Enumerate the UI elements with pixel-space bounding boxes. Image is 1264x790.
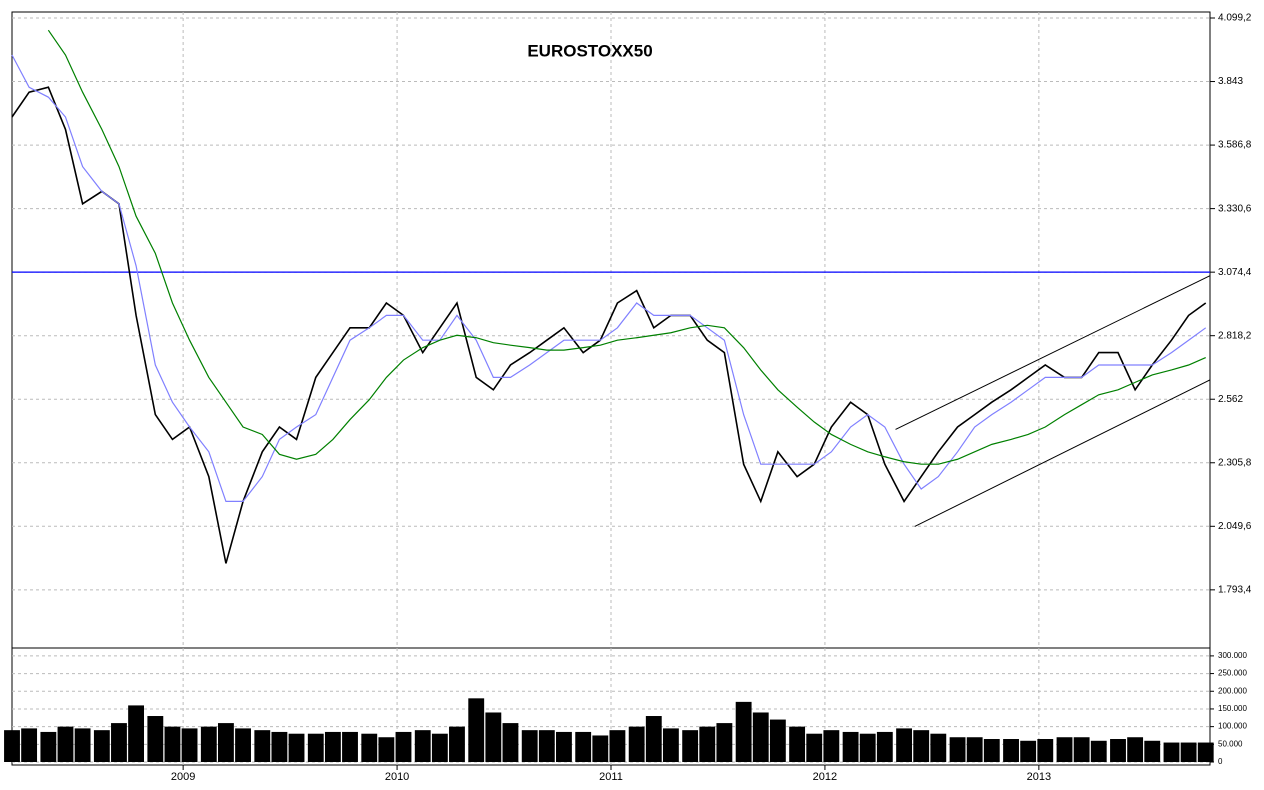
volume-bar xyxy=(1180,742,1197,762)
volume-bar xyxy=(789,726,806,762)
volume-bar xyxy=(699,726,716,762)
volume-bar xyxy=(1197,742,1214,762)
price-line xyxy=(11,86,1207,564)
y2-tick-label: 0 xyxy=(1218,757,1223,766)
volume-bar xyxy=(181,728,198,762)
volume-bar xyxy=(538,730,555,762)
volume-bar xyxy=(876,731,893,762)
y-tick-label: 2.562 xyxy=(1218,394,1243,405)
volume-bar xyxy=(556,731,572,762)
volume-bar xyxy=(716,723,733,762)
volume-bar xyxy=(823,730,840,762)
volume-bar xyxy=(288,733,305,762)
trend-line xyxy=(914,379,1211,527)
y-tick-label: 3.586,8 xyxy=(1218,140,1252,151)
volume-bar xyxy=(682,730,699,762)
volume-bar xyxy=(575,731,592,762)
volume-bar xyxy=(254,730,271,762)
volume-bar xyxy=(468,698,485,762)
volume-bar xyxy=(1127,737,1144,762)
volume-bar xyxy=(806,733,823,762)
x-tick-label: 2013 xyxy=(1027,771,1051,783)
y2-tick-label: 200.000 xyxy=(1218,686,1247,695)
y-tick-label: 4.099,2 xyxy=(1218,13,1252,24)
volume-bar xyxy=(200,726,217,762)
volume-bar xyxy=(521,730,538,762)
volume-bar xyxy=(431,733,448,762)
y-tick-label: 2.818,2 xyxy=(1218,330,1252,341)
volume-bar xyxy=(395,731,412,762)
volume-bar xyxy=(378,737,395,762)
volume-bar xyxy=(913,730,930,762)
volume-bar xyxy=(1037,739,1054,762)
volume-bar xyxy=(342,731,358,762)
volume-bar xyxy=(592,735,609,762)
volume-bar xyxy=(930,733,947,762)
x-tick-label: 2010 xyxy=(385,771,409,783)
volume-bar xyxy=(662,728,679,762)
volume-bar xyxy=(40,731,57,762)
volume-bar xyxy=(21,728,38,762)
volume-bar xyxy=(842,731,859,762)
volume-bar xyxy=(752,712,769,762)
volume-bar xyxy=(485,712,502,762)
volume-bar xyxy=(896,728,913,762)
y-tick-label: 2.049,6 xyxy=(1218,521,1252,532)
volume-bar xyxy=(1003,739,1019,762)
trend-line xyxy=(895,275,1211,430)
price-line xyxy=(47,29,1206,465)
y-tick-label: 3.330,6 xyxy=(1218,203,1252,214)
volume-bar xyxy=(164,726,181,762)
volume-bar xyxy=(1163,742,1180,762)
y2-tick-label: 300.000 xyxy=(1218,651,1247,660)
volume-bar xyxy=(966,737,983,762)
volume-bar xyxy=(449,726,465,762)
y-tick-label: 3.843 xyxy=(1218,76,1243,87)
x-tick-label: 2012 xyxy=(813,771,837,783)
volume-bar xyxy=(502,723,519,762)
volume-bar xyxy=(324,731,341,762)
volume-bar xyxy=(111,723,127,762)
volume-bar xyxy=(1110,739,1126,762)
chart-title: EUROSTOXX50 xyxy=(527,41,652,60)
y-tick-label: 1.793,4 xyxy=(1218,584,1252,595)
volume-bar xyxy=(147,716,164,762)
volume-bar xyxy=(1090,740,1107,762)
volume-bar xyxy=(983,739,1000,762)
volume-bar xyxy=(414,730,431,762)
volume-bar xyxy=(735,701,752,762)
y2-tick-label: 100.000 xyxy=(1218,722,1247,731)
x-tick-label: 2009 xyxy=(171,771,195,783)
volume-bar xyxy=(57,726,74,762)
volume-bar xyxy=(949,737,966,762)
volume-bar xyxy=(93,730,110,762)
y2-tick-label: 150.000 xyxy=(1218,704,1247,713)
volume-bar xyxy=(1056,737,1073,762)
x-tick-label: 2011 xyxy=(599,771,623,783)
y-tick-label: 2.305,8 xyxy=(1218,457,1252,468)
volume-bar xyxy=(4,730,20,762)
price-line xyxy=(11,54,1207,503)
volume-bar xyxy=(769,719,786,762)
volume-bar xyxy=(128,705,145,762)
volume-bar xyxy=(74,728,91,762)
volume-bar xyxy=(1144,740,1161,762)
volume-bar xyxy=(645,716,662,762)
y-tick-label: 3.074,4 xyxy=(1218,267,1252,278)
volume-bar xyxy=(859,733,876,762)
volume-bar xyxy=(271,731,288,762)
volume-bar xyxy=(307,733,324,762)
volume-bar xyxy=(218,723,234,762)
volume-bar xyxy=(1073,737,1090,762)
y2-tick-label: 50.000 xyxy=(1218,739,1243,748)
volume-bar xyxy=(609,730,626,762)
volume-bar xyxy=(1020,740,1037,762)
volume-bar xyxy=(235,728,251,762)
volume-bar xyxy=(361,733,378,762)
y2-tick-label: 250.000 xyxy=(1218,669,1247,678)
volume-bar xyxy=(628,726,645,762)
